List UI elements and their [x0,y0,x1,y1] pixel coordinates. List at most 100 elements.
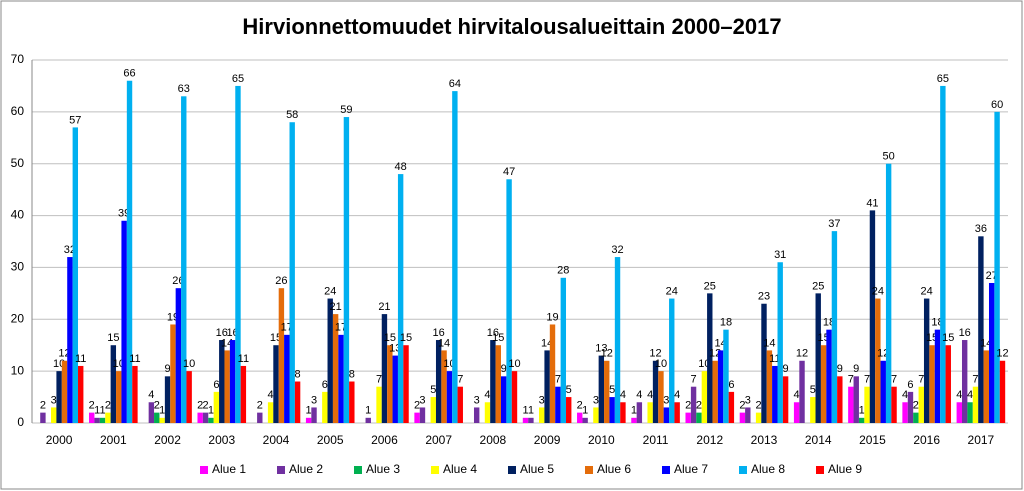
data-label: 5 [430,384,436,396]
data-label: 11 [238,353,249,365]
data-label: 59 [340,104,352,116]
bar [72,127,79,424]
y-tick-label: 30 [11,260,25,274]
data-label: 11 [769,353,780,365]
data-label: 12 [996,348,1008,360]
x-tick-label: 2005 [317,433,344,447]
x-tick-label: 2000 [46,433,73,447]
data-label: 3 [745,394,751,406]
bar [397,174,404,423]
y-tick-label: 20 [11,311,25,325]
data-label: 23 [758,291,770,303]
data-label: 4 [794,389,800,401]
bar [701,371,708,423]
data-label: 7 [918,374,924,386]
bar [278,288,285,423]
bar [473,407,480,423]
bar [181,96,187,424]
bar [381,314,388,423]
bar [202,412,209,423]
bar [815,293,821,423]
data-label: 15 [492,332,504,344]
data-label: 2 [40,400,46,412]
data-label: 14 [763,337,775,349]
data-label: 12 [601,348,613,360]
data-label: 16 [433,327,445,339]
data-label: 9 [164,363,170,375]
bar [338,334,344,423]
bar [365,417,371,423]
data-label: 12 [649,348,661,360]
data-label: 47 [503,166,515,178]
y-tick-label: 70 [11,52,25,66]
bar [652,360,659,423]
bar [327,298,333,423]
bar [869,210,876,423]
bar [235,85,241,423]
bar [864,386,870,423]
bar [614,257,621,423]
bar [582,417,588,423]
bar [78,365,84,423]
y-tick-label: 60 [11,104,25,118]
data-label: 1 [94,405,100,417]
bar [51,407,57,423]
data-label: 14 [438,337,450,349]
bar [658,371,664,423]
legend-label: Alue 6 [597,462,631,476]
data-label: 3 [311,394,317,406]
data-label: 3 [663,394,669,406]
legend-marker [431,466,439,474]
data-label: 57 [69,114,81,126]
data-label: 4 [620,389,626,401]
bar [826,329,832,423]
bar [392,355,398,423]
legend-label: Alue 3 [366,462,400,476]
legend-label: Alue 5 [520,462,554,476]
bar [810,397,816,423]
bar [566,397,572,423]
data-label: 36 [975,223,987,235]
data-label: 37 [828,218,840,230]
data-label: 2 [105,400,111,412]
x-tick-label: 2013 [751,433,778,447]
bar [121,220,127,423]
bar [577,412,583,423]
bar [555,386,561,423]
bar [636,402,643,423]
data-label: 15 [942,332,954,344]
bar [267,402,274,423]
bar [506,179,512,423]
legend-label: Alue 9 [828,462,862,476]
data-label: 7 [691,374,697,386]
data-label: 32 [611,244,623,256]
bar [549,324,556,423]
bar [159,417,165,423]
bar [858,417,865,423]
legend-marker [739,466,747,474]
bar [322,391,328,423]
bar [983,350,989,423]
data-label: 15 [384,332,396,344]
bar [593,407,599,423]
bar [457,386,463,423]
data-label: 5 [566,384,572,396]
data-label: 65 [232,73,244,85]
data-label: 24 [666,285,678,297]
data-label: 25 [812,280,824,292]
bar [332,314,339,423]
data-label: 2 [685,400,691,412]
data-label: 7 [864,374,870,386]
bar [717,350,724,423]
data-label: 7 [555,374,561,386]
bar [94,417,100,423]
bar [918,386,924,423]
data-label: 5 [609,384,615,396]
bar [208,417,214,423]
bar [761,303,767,423]
bar [67,257,73,423]
legend-marker [200,466,208,474]
data-label: 4 [647,389,653,401]
bar [484,402,491,423]
